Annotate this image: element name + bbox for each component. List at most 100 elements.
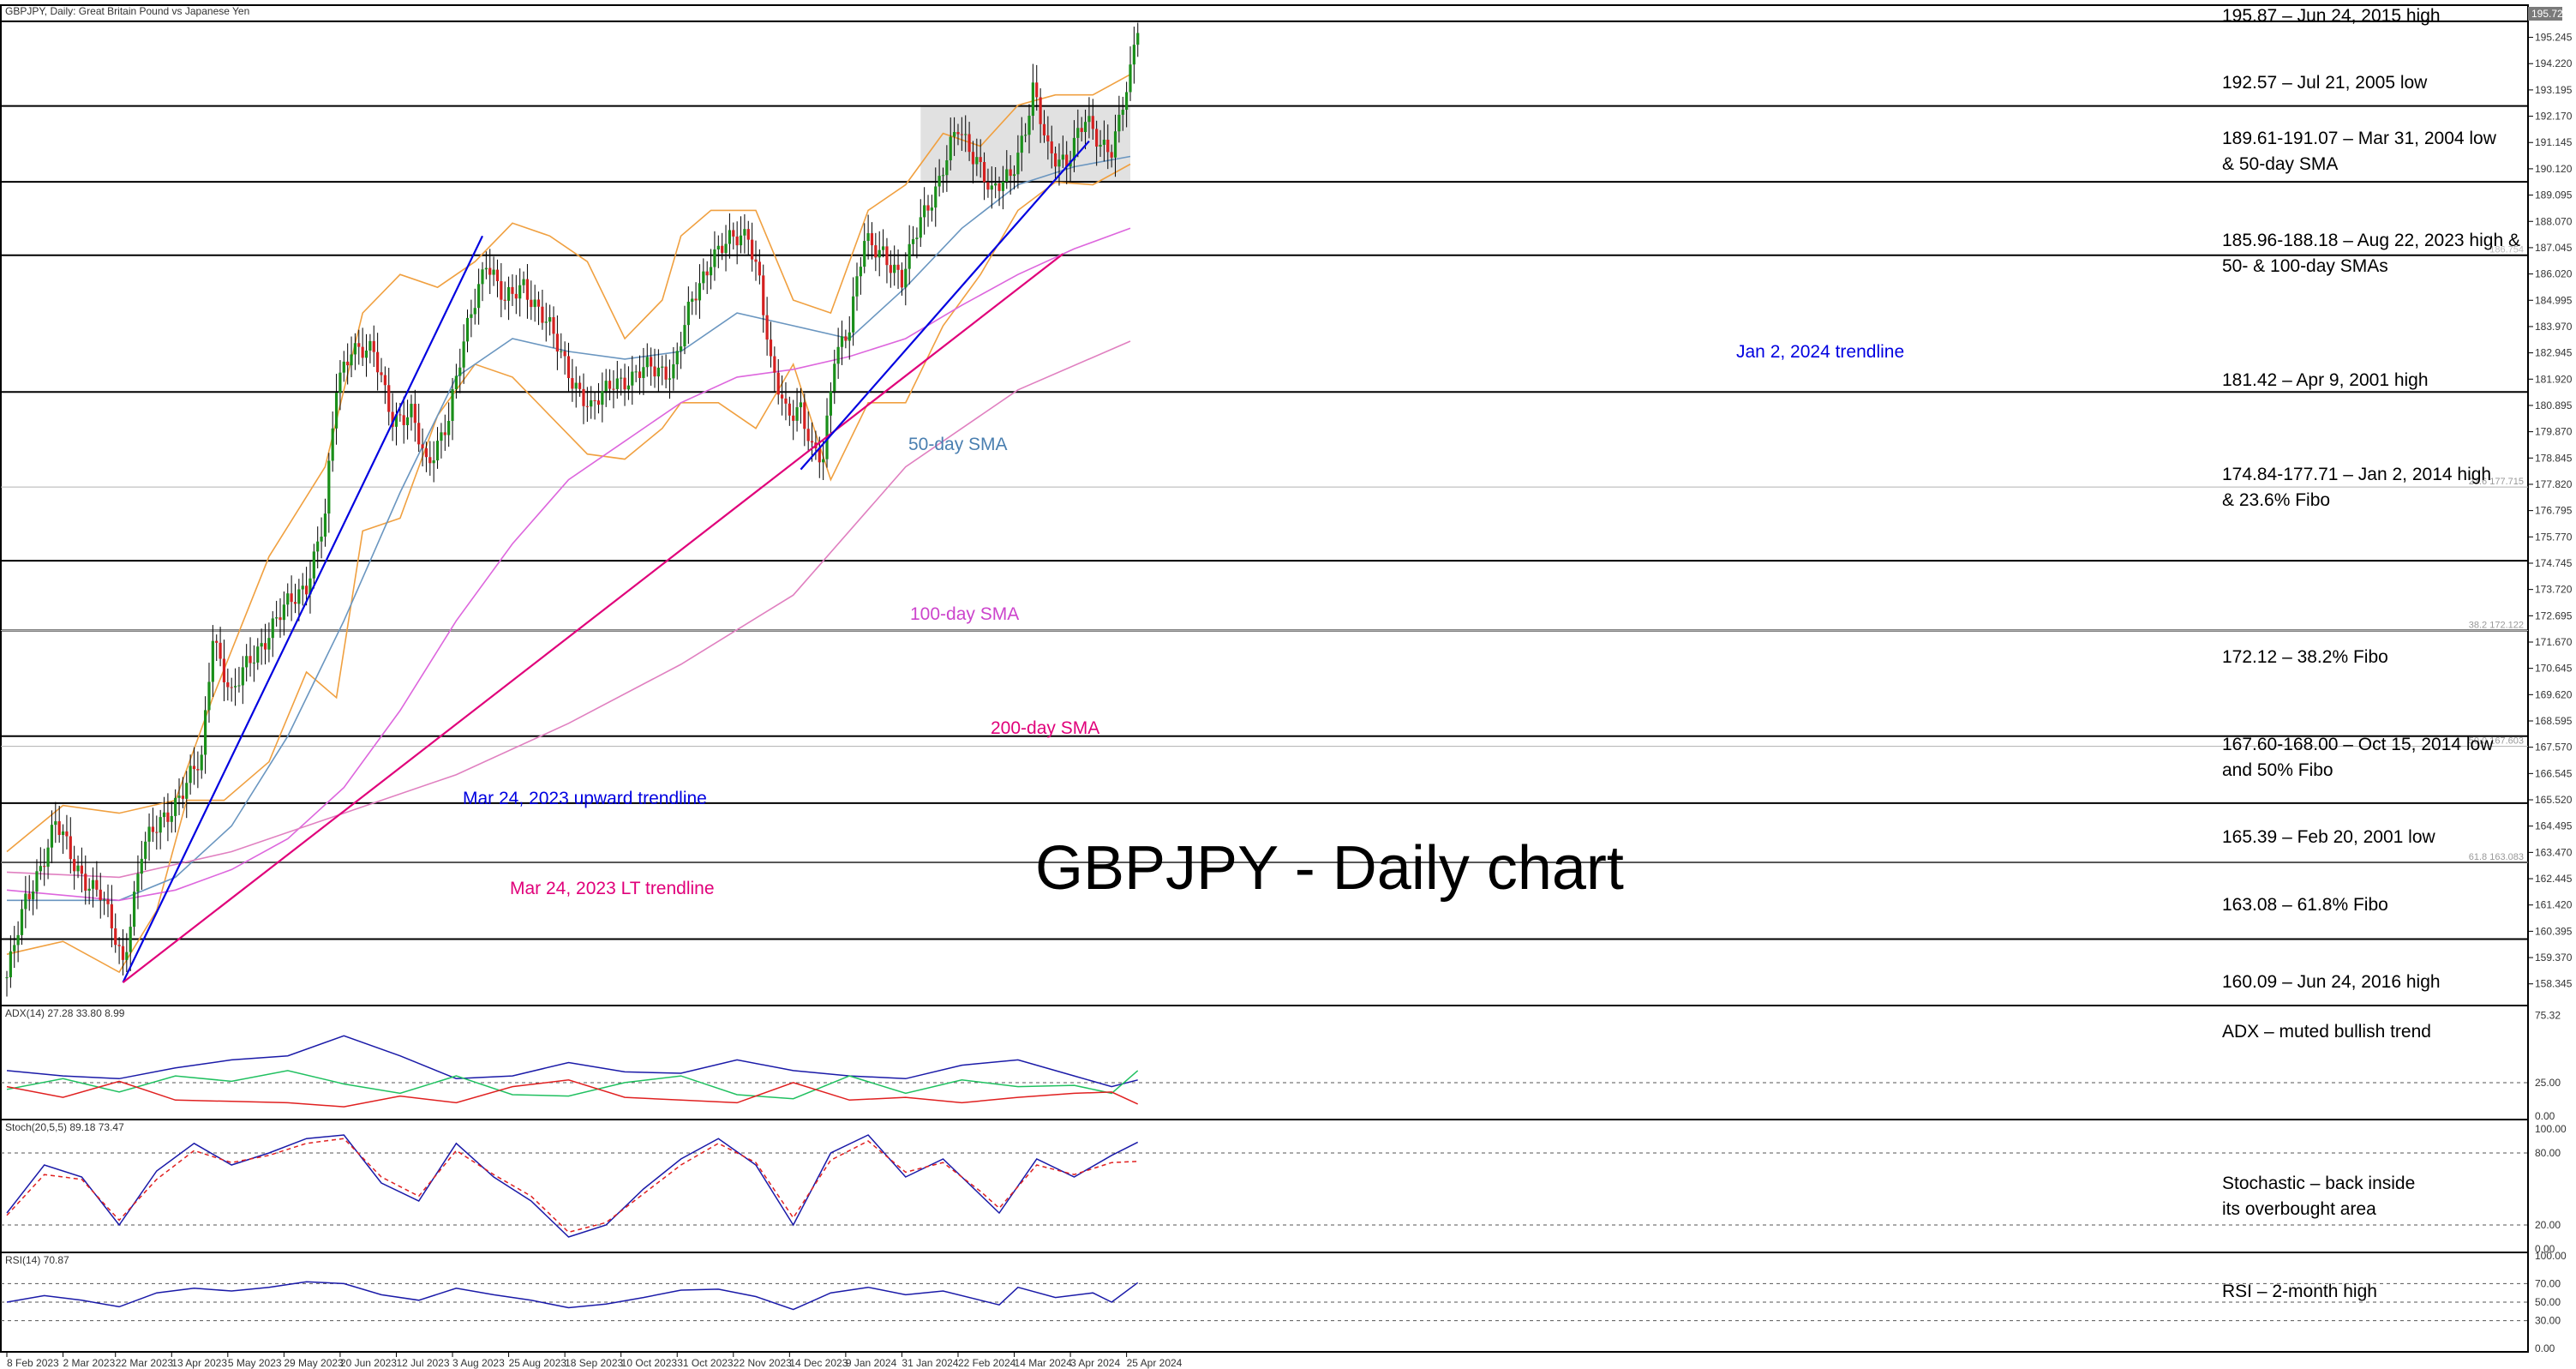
candle-body <box>110 904 113 928</box>
candle-body <box>514 293 518 299</box>
candle-body <box>769 339 773 357</box>
x-tick-label: 18 Sep 2023 <box>565 1357 623 1369</box>
candle-body <box>668 378 672 380</box>
candle-body <box>117 945 121 946</box>
candle-body <box>1061 154 1064 160</box>
y-tick-label: 175.770 <box>2535 531 2573 543</box>
candle-body <box>585 405 589 407</box>
candle-body <box>87 888 91 892</box>
candle-body <box>735 236 739 246</box>
x-tick-label: 25 Apr 2024 <box>1127 1357 1183 1369</box>
panel-series-k <box>6 1134 1139 1238</box>
fibo-label: 38.2 172.122 <box>2469 620 2524 630</box>
candle-body <box>615 378 619 389</box>
candle-body <box>394 414 398 427</box>
y-tick-label: 170.645 <box>2535 663 2573 675</box>
candle-body <box>492 269 495 275</box>
panel-tick-label: 0.00 <box>2535 1342 2555 1354</box>
fibo-label: 23.6 177.715 <box>2469 477 2524 487</box>
candle-body <box>792 415 795 421</box>
price-axis: 195.245 194.220 193.195 192.170 191.145 190.1… <box>2528 32 2573 990</box>
candle-body <box>1020 135 1023 153</box>
candle-body <box>387 385 391 412</box>
candle-body <box>530 299 533 308</box>
bollinger-bands <box>6 74 1131 974</box>
candle-body <box>114 928 117 946</box>
candle-body <box>705 271 709 276</box>
candle-body <box>200 754 203 771</box>
level-label: 195.87 – Jun 24, 2015 high <box>2222 6 2441 26</box>
candle-body <box>511 286 514 294</box>
candle-body <box>147 826 151 842</box>
y-tick-label: 182.945 <box>2535 347 2573 359</box>
y-tick-label: 190.120 <box>2535 163 2573 175</box>
candle-body <box>189 766 192 784</box>
candle-body <box>990 185 993 190</box>
panel-series-di <box>6 1079 1139 1108</box>
indicator-panels: ADX(14) 27.28 33.80 8.99 75.32 25.00 0.00 AD… <box>1 1007 2567 1354</box>
panel-note: ADX – muted bullish trend <box>2222 1022 2431 1042</box>
y-tick-label: 178.845 <box>2535 452 2573 464</box>
candle-body <box>76 865 80 872</box>
candle-body <box>773 356 776 373</box>
y-tick-label: 181.920 <box>2535 373 2573 385</box>
candle-body <box>1132 45 1135 65</box>
panel-tick-label: 50.00 <box>2535 1296 2561 1308</box>
candle-body <box>316 541 320 552</box>
panel-tick-label: 100.00 <box>2535 1250 2567 1262</box>
panel-note: Stochastic – back inside <box>2222 1174 2415 1193</box>
candle-body <box>372 340 375 352</box>
x-tick-label: 14 Mar 2024 <box>1015 1357 1073 1369</box>
level-label: 167.60-168.00 – Oct 15, 2014 low <box>2222 735 2494 754</box>
candle-body <box>454 375 458 390</box>
candle-body <box>417 423 421 445</box>
candle-body <box>263 643 267 650</box>
candle-body <box>919 217 922 238</box>
candle-body <box>383 375 386 386</box>
candle-body <box>361 346 364 358</box>
panel-stochastic: Stoch(20,5,5) 89.18 73.47 100.00 80.00 20.0… <box>1 1121 2567 1255</box>
candle-body <box>207 681 211 711</box>
x-tick-label: 22 Mar 2023 <box>116 1357 174 1369</box>
level-label: 185.96-188.18 – Aug 22, 2023 high & <box>2222 231 2520 250</box>
last-price-label: 195.72 <box>2531 8 2563 20</box>
candle-body <box>691 298 694 302</box>
candle-body <box>428 457 432 464</box>
y-tick-label: 169.620 <box>2535 688 2573 700</box>
candle-body <box>716 245 720 250</box>
bb-lower-line <box>6 163 1131 974</box>
level-label: & 23.6% Fibo <box>2222 490 2330 510</box>
candle-body <box>822 459 825 463</box>
candle-body <box>762 275 765 315</box>
candle-body <box>301 585 304 590</box>
x-tick-label: 29 May 2023 <box>284 1357 344 1369</box>
candle-body <box>338 372 342 393</box>
candle-body <box>503 299 506 301</box>
sma100-line <box>6 227 1131 902</box>
candle-body <box>1035 82 1039 98</box>
candle-body <box>80 865 83 874</box>
panel-series-d <box>6 1138 1138 1234</box>
candle-body <box>626 385 631 390</box>
y-tick-label: 160.395 <box>2535 925 2573 937</box>
candle-body <box>39 866 42 872</box>
candle-body <box>334 393 338 429</box>
y-tick-label: 171.670 <box>2535 636 2573 648</box>
candle-body <box>1005 169 1009 182</box>
y-tick-label: 167.570 <box>2535 742 2573 754</box>
y-tick-label: 166.545 <box>2535 767 2573 779</box>
candle-body <box>320 536 323 542</box>
candle-body <box>986 182 990 190</box>
candle-body <box>500 280 503 300</box>
y-tick-label: 189.095 <box>2535 189 2573 201</box>
adx-panel-frame <box>0 1005 2529 1120</box>
candle-body <box>608 381 612 389</box>
level-labels: 195.87 – Jun 24, 2015 high 192.57 – Jul 2… <box>2222 6 2520 992</box>
candle-body <box>1031 82 1034 117</box>
level-label: 50- & 100-day SMAs <box>2222 256 2388 276</box>
x-tick-label: 3 Aug 2023 <box>452 1357 505 1369</box>
candle-body <box>435 441 440 461</box>
candle-body <box>810 441 814 443</box>
y-tick-label: 183.970 <box>2535 321 2573 333</box>
candle-body <box>566 356 571 379</box>
